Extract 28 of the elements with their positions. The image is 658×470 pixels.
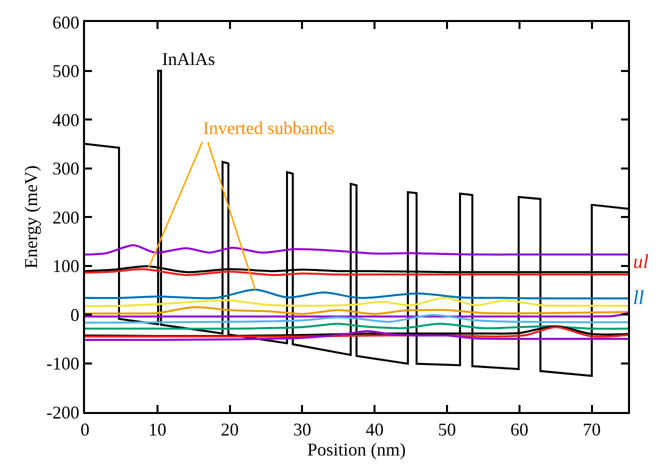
x-tick-label: 50 xyxy=(438,420,456,440)
x-tick-label: 20 xyxy=(220,420,239,440)
y-tick-label: 100 xyxy=(52,256,80,276)
series-label: ll xyxy=(633,287,645,309)
y-tick-label: -100 xyxy=(46,354,80,374)
x-tick-label: 10 xyxy=(148,420,166,440)
y-tick-label: -200 xyxy=(46,402,80,422)
x-tick-label: 70 xyxy=(582,420,601,440)
annotation: InAlAs xyxy=(162,49,215,69)
x-tick-label: 30 xyxy=(293,420,312,440)
line-series xyxy=(85,244,628,256)
x-tick-label: 40 xyxy=(366,420,384,440)
y-tick-label: 200 xyxy=(52,207,80,228)
y-tick-label: 0 xyxy=(70,304,80,325)
line-series xyxy=(85,306,628,316)
line-series xyxy=(85,330,628,341)
x-axis-title: Position (nm) xyxy=(307,440,406,460)
series-label: ul xyxy=(633,251,649,273)
line-series xyxy=(85,288,628,300)
y-tick-label: 300 xyxy=(52,158,80,179)
y-tick-label: 400 xyxy=(52,110,80,130)
x-tick-label: 60 xyxy=(510,420,528,440)
line-series xyxy=(85,296,628,308)
y-tick-label: 600 xyxy=(52,12,80,32)
line-series xyxy=(85,314,628,324)
y-axis-title: Energy (meV) xyxy=(21,165,42,269)
annotation: Inverted subbands xyxy=(203,118,334,138)
y-tick-label: 500 xyxy=(52,61,80,82)
